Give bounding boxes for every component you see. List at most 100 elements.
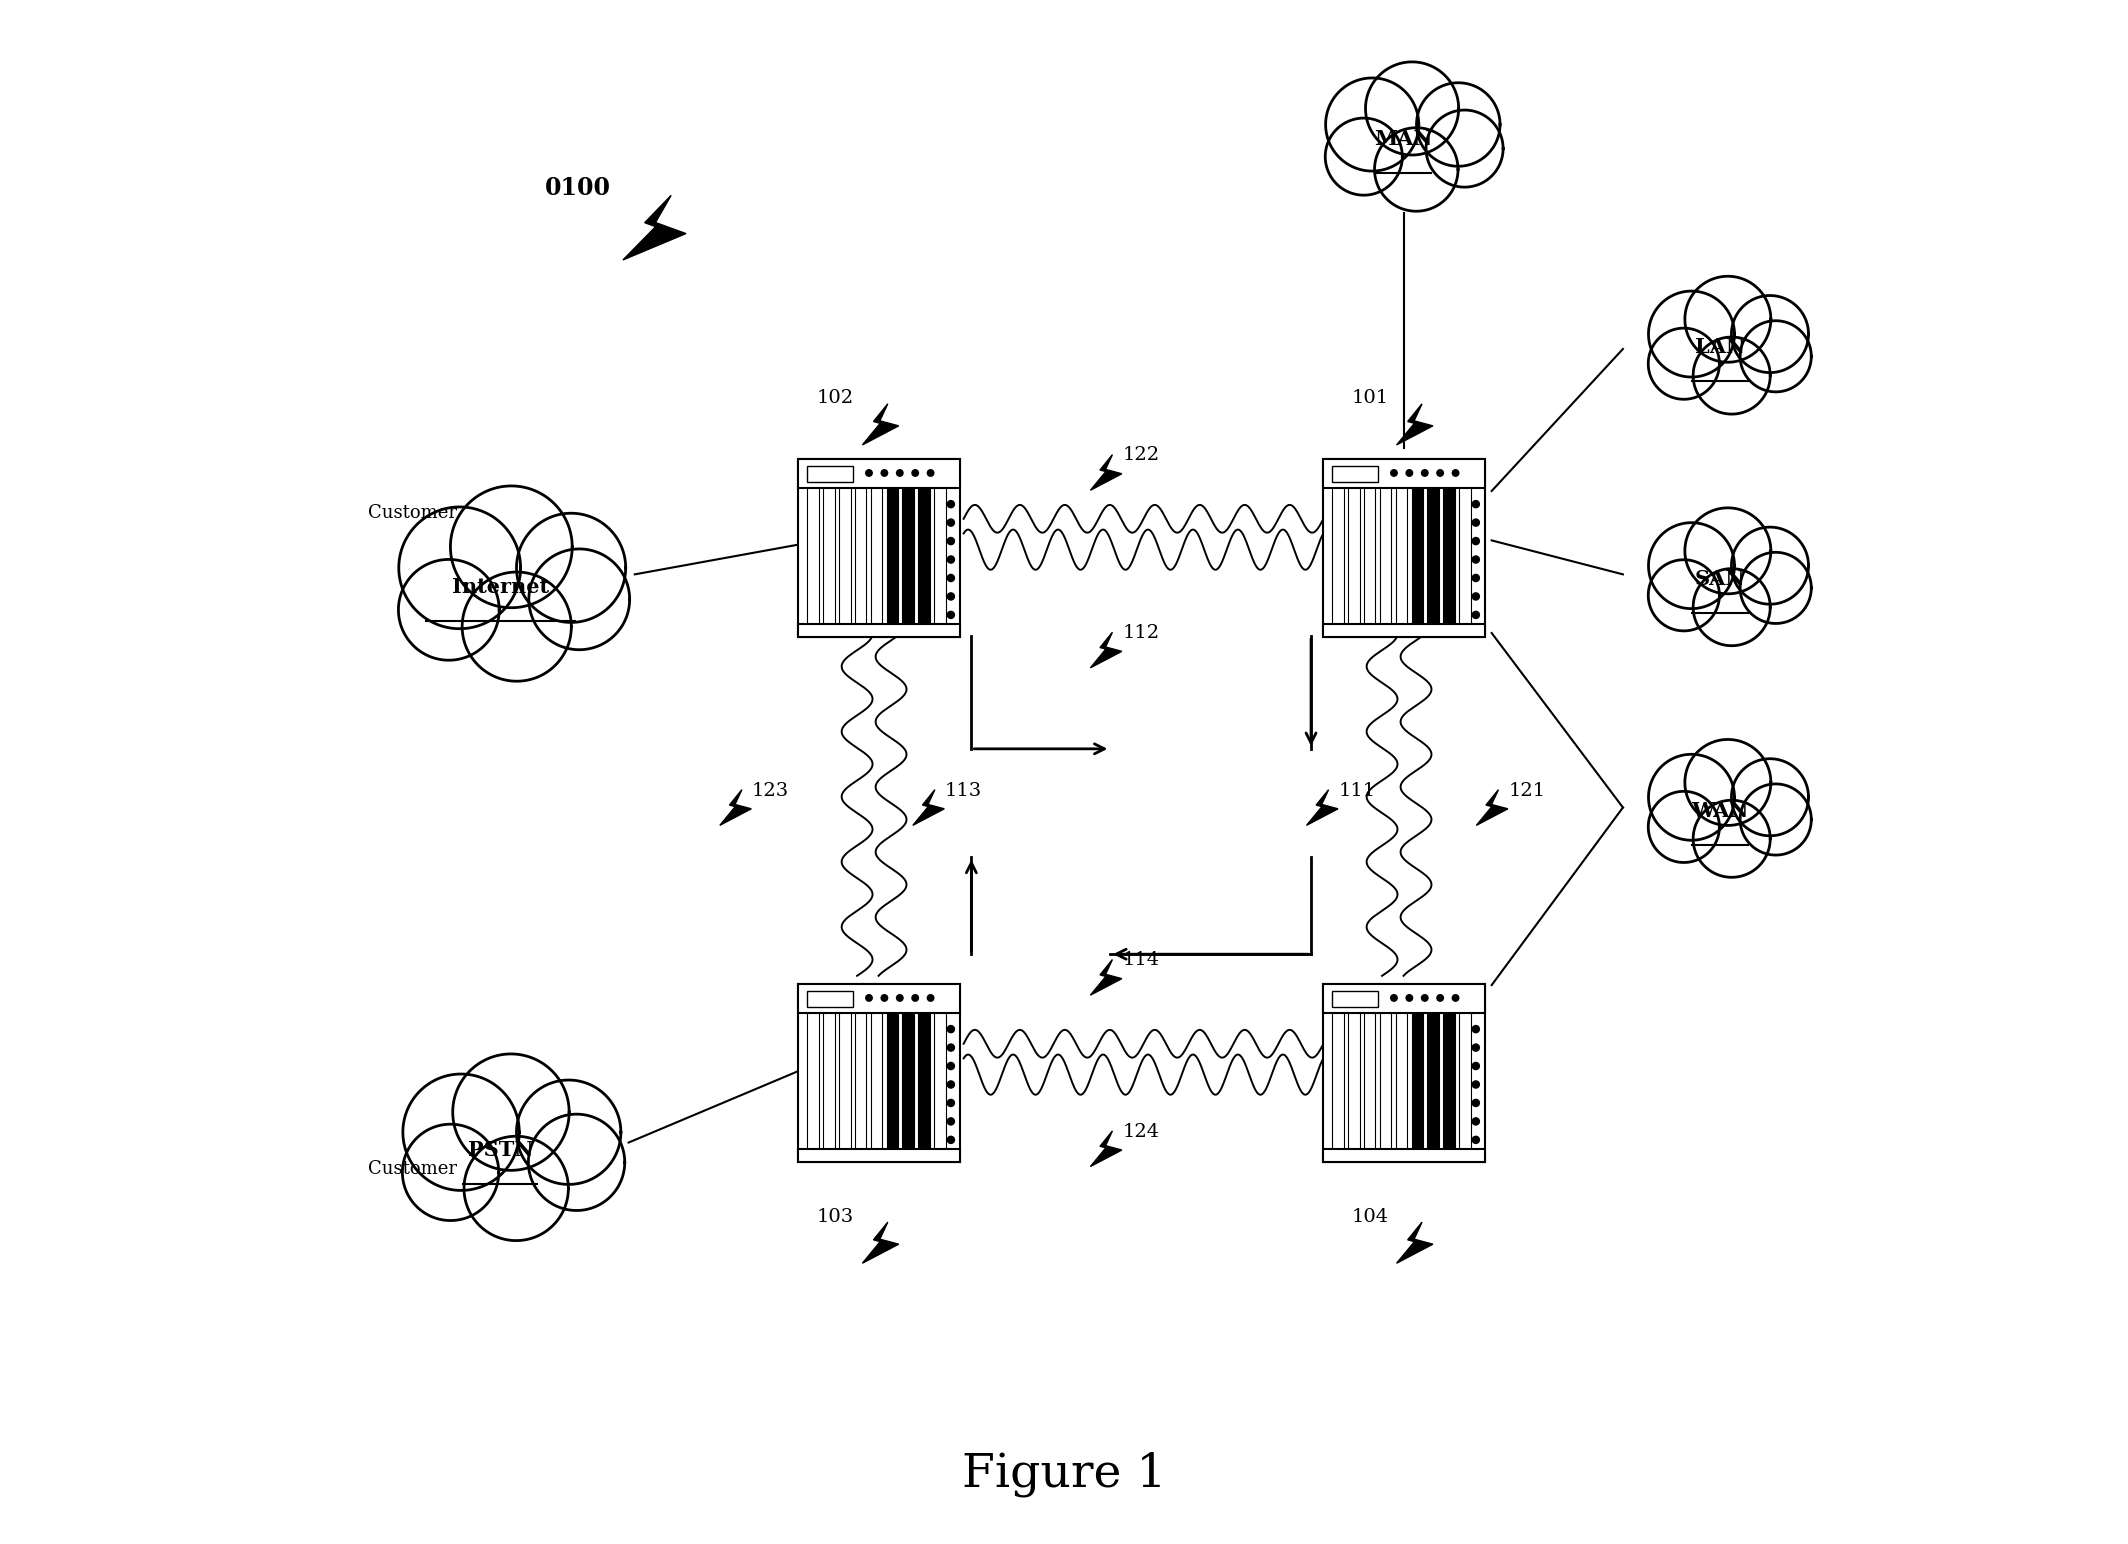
Bar xyxy=(855,1013,866,1149)
Polygon shape xyxy=(1426,110,1502,187)
Circle shape xyxy=(1473,574,1479,582)
Polygon shape xyxy=(1649,792,1719,863)
Circle shape xyxy=(1422,469,1428,476)
Polygon shape xyxy=(1649,329,1719,400)
Polygon shape xyxy=(464,1136,568,1240)
Circle shape xyxy=(1407,994,1413,1001)
Bar xyxy=(1332,991,1377,1007)
Bar xyxy=(824,1013,834,1149)
Circle shape xyxy=(947,1081,955,1089)
Text: Customer: Customer xyxy=(368,503,458,522)
Polygon shape xyxy=(1732,295,1809,372)
Polygon shape xyxy=(1649,560,1719,631)
Polygon shape xyxy=(1649,292,1734,377)
Circle shape xyxy=(913,994,919,1001)
Bar xyxy=(798,624,960,636)
Circle shape xyxy=(947,574,955,582)
Bar xyxy=(1443,1013,1456,1149)
Circle shape xyxy=(1473,537,1479,545)
Circle shape xyxy=(1473,1081,1479,1089)
Polygon shape xyxy=(453,1055,568,1170)
Polygon shape xyxy=(1366,62,1458,154)
Polygon shape xyxy=(1732,758,1809,835)
Polygon shape xyxy=(624,196,685,259)
Polygon shape xyxy=(862,1223,898,1263)
Circle shape xyxy=(947,593,955,601)
Text: 124: 124 xyxy=(1124,1122,1160,1141)
Circle shape xyxy=(896,469,902,476)
Circle shape xyxy=(1451,994,1460,1001)
Bar xyxy=(887,1013,898,1149)
Circle shape xyxy=(1473,556,1479,564)
Circle shape xyxy=(947,611,955,619)
Bar xyxy=(807,488,819,624)
Circle shape xyxy=(1407,469,1413,476)
Circle shape xyxy=(947,537,955,545)
Bar xyxy=(1324,1149,1485,1161)
Polygon shape xyxy=(1090,631,1121,669)
Text: 111: 111 xyxy=(1339,781,1377,800)
Polygon shape xyxy=(719,789,751,826)
Polygon shape xyxy=(1375,128,1458,212)
Bar xyxy=(870,1013,883,1149)
Bar xyxy=(1460,1013,1470,1149)
Circle shape xyxy=(896,994,902,1001)
Polygon shape xyxy=(1396,405,1432,445)
Text: 123: 123 xyxy=(751,781,789,800)
Circle shape xyxy=(1473,519,1479,527)
Circle shape xyxy=(913,469,919,476)
Bar xyxy=(1364,488,1375,624)
Polygon shape xyxy=(451,486,572,608)
Circle shape xyxy=(1473,500,1479,508)
Polygon shape xyxy=(1732,527,1809,604)
Polygon shape xyxy=(913,789,945,826)
Circle shape xyxy=(947,519,955,527)
Text: 122: 122 xyxy=(1124,446,1160,465)
Circle shape xyxy=(881,469,887,476)
Polygon shape xyxy=(528,1115,626,1210)
Text: 0100: 0100 xyxy=(545,176,611,201)
Polygon shape xyxy=(517,513,626,622)
Text: SAN: SAN xyxy=(1694,570,1745,588)
Bar xyxy=(902,1013,913,1149)
Polygon shape xyxy=(1090,454,1121,491)
Bar xyxy=(1411,488,1424,624)
Text: 121: 121 xyxy=(1509,781,1545,800)
Circle shape xyxy=(947,1062,955,1070)
Bar xyxy=(1349,488,1360,624)
Bar xyxy=(1324,985,1485,1013)
Polygon shape xyxy=(1694,337,1770,414)
Circle shape xyxy=(947,1136,955,1144)
Polygon shape xyxy=(1326,117,1402,195)
Bar xyxy=(1364,1013,1375,1149)
Bar xyxy=(1379,488,1392,624)
Text: 102: 102 xyxy=(817,389,853,408)
Polygon shape xyxy=(402,1124,498,1220)
Text: 101: 101 xyxy=(1351,389,1387,408)
Bar xyxy=(798,459,960,636)
Polygon shape xyxy=(1477,789,1509,826)
Bar xyxy=(1332,466,1377,482)
Bar xyxy=(1324,459,1485,488)
Bar xyxy=(1324,459,1485,636)
Polygon shape xyxy=(1417,83,1500,167)
Circle shape xyxy=(866,994,872,1001)
Text: PSTN: PSTN xyxy=(468,1141,534,1160)
Bar xyxy=(1332,1013,1343,1149)
Polygon shape xyxy=(1307,789,1339,826)
Text: Customer: Customer xyxy=(368,1160,458,1178)
Bar xyxy=(1428,1013,1439,1149)
Bar xyxy=(798,985,960,1161)
Polygon shape xyxy=(530,550,630,650)
Bar xyxy=(1324,985,1485,1161)
Polygon shape xyxy=(1741,553,1811,624)
Circle shape xyxy=(866,469,872,476)
Circle shape xyxy=(947,556,955,564)
Bar xyxy=(870,488,883,624)
Text: 113: 113 xyxy=(945,781,983,800)
Circle shape xyxy=(1451,469,1460,476)
Text: LAN: LAN xyxy=(1696,338,1745,357)
Bar xyxy=(807,466,853,482)
Bar xyxy=(798,1149,960,1161)
Polygon shape xyxy=(1326,77,1419,171)
